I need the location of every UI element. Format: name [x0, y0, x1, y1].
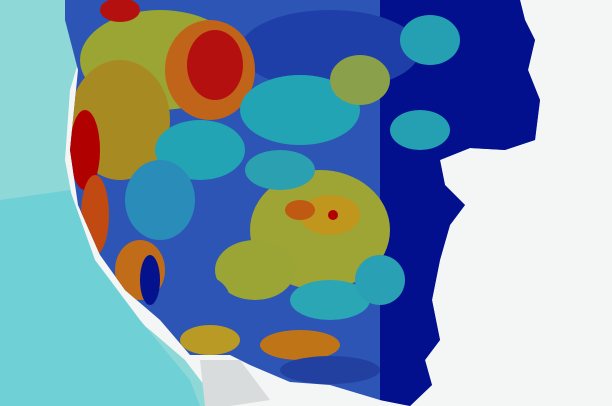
zone — [215, 240, 295, 300]
zone — [400, 15, 460, 65]
zone — [170, 275, 230, 325]
zone — [70, 110, 100, 190]
zone — [330, 55, 390, 105]
zone — [100, 0, 140, 22]
zone — [240, 75, 360, 145]
zone — [290, 280, 370, 320]
zone — [187, 30, 243, 100]
zone — [245, 150, 315, 190]
zone — [125, 160, 195, 240]
zone — [155, 120, 245, 180]
zone — [390, 110, 450, 150]
zone — [260, 330, 340, 360]
zone — [180, 325, 240, 355]
zone — [328, 210, 338, 220]
zone — [140, 255, 160, 305]
zone — [285, 200, 315, 220]
zone — [355, 255, 405, 305]
ocean-shelf — [0, 190, 200, 406]
zone — [280, 356, 380, 384]
zone — [240, 10, 420, 90]
mexico-land — [200, 360, 270, 406]
